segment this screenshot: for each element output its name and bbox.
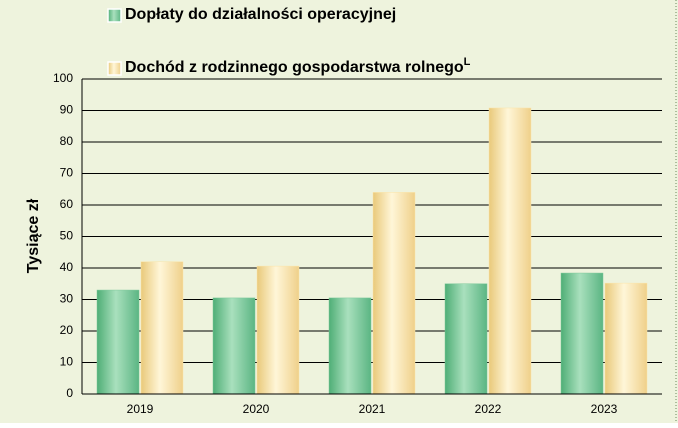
legend-superscript: L <box>464 56 471 68</box>
bar <box>257 266 299 394</box>
y-tick-label: 20 <box>60 323 74 337</box>
y-tick-label: 90 <box>60 103 74 117</box>
y-tick-label: 70 <box>60 166 74 180</box>
y-tick-label: 10 <box>60 355 74 369</box>
legend-label: Dopłaty do działalności operacyjnej <box>125 6 396 23</box>
y-tick-label: 80 <box>60 134 74 148</box>
y-tick-label: 60 <box>60 197 74 211</box>
x-tick-label: 2022 <box>475 402 502 416</box>
bar <box>605 283 647 394</box>
legend-label: Dochód z rodzinnego gospodarstwa rolnego… <box>125 56 471 76</box>
y-tick-label: 50 <box>60 229 74 243</box>
y-tick-label: 30 <box>60 292 74 306</box>
bar <box>97 290 139 394</box>
y-tick-label: 40 <box>60 260 74 274</box>
y-tick-label: 100 <box>53 71 73 85</box>
x-tick-label: 2023 <box>591 402 618 416</box>
y-axis-label: Tysiące zł <box>25 198 42 273</box>
y-tick-label: 0 <box>66 386 73 400</box>
x-tick-label: 2021 <box>359 402 386 416</box>
bar <box>329 298 371 394</box>
legend-text: Dochód z rodzinnego gospodarstwa rolnego <box>125 59 464 76</box>
bar <box>373 192 415 394</box>
bar <box>213 298 255 394</box>
x-tick-label: 2019 <box>127 402 154 416</box>
bar <box>489 108 531 394</box>
bar <box>141 262 183 394</box>
bar <box>445 284 487 394</box>
x-tick-label: 2020 <box>243 402 270 416</box>
bar <box>561 273 603 394</box>
legend-marker <box>108 62 121 75</box>
chart: Tysiące zł 0 10 20 30 40 50 60 70 80 90 100 2019 202… <box>0 0 678 423</box>
legend-text: Dopłaty do działalności operacyjnej <box>125 6 396 23</box>
legend-marker <box>108 9 121 22</box>
